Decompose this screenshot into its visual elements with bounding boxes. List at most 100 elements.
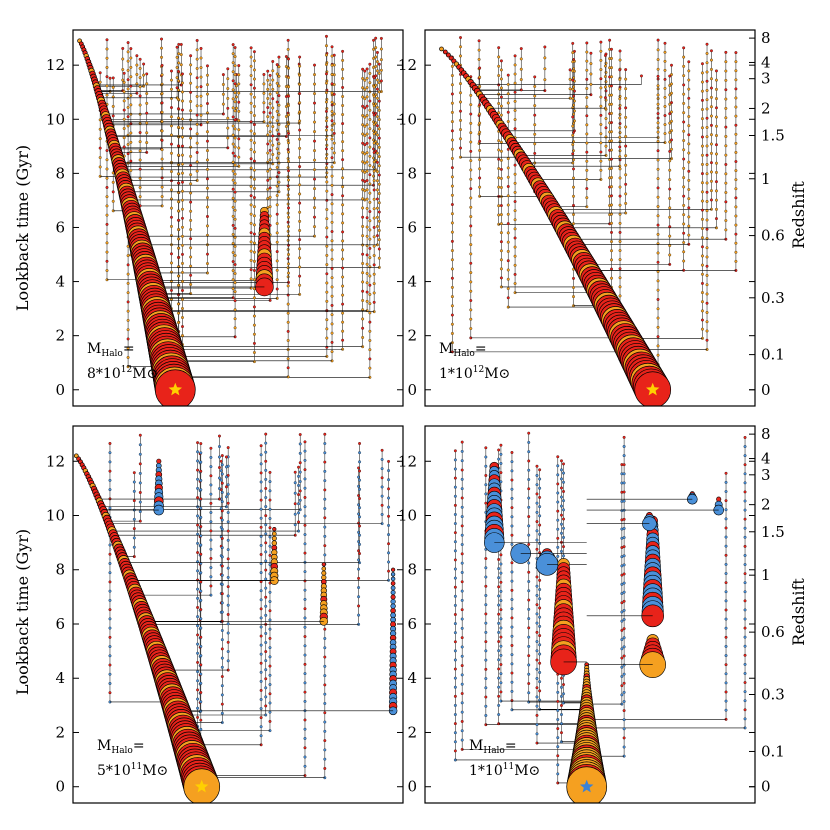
- thin-branch-point: [510, 515, 514, 519]
- thin-branch-point: [160, 110, 164, 114]
- thin-branch-point: [196, 441, 200, 445]
- thin-branch-point: [372, 56, 376, 60]
- y-tick-label: 2: [55, 723, 65, 741]
- thin-branch-point: [181, 279, 184, 283]
- thin-branch-point: [170, 288, 173, 292]
- thin-branch-point: [249, 231, 253, 235]
- thin-branch-point: [277, 103, 281, 107]
- thin-branch-point: [700, 281, 704, 285]
- thin-branch-point: [160, 73, 164, 77]
- halo-mass-value: 5*1011M⊙: [97, 762, 168, 779]
- thin-branch-point: [380, 494, 384, 498]
- thin-branch-point: [303, 496, 307, 499]
- thin-branch-point: [206, 64, 209, 68]
- thin-branch-point: [709, 142, 713, 146]
- thin-branch-point: [724, 553, 728, 557]
- thin-branch-point: [724, 681, 728, 685]
- thin-branch-point: [361, 317, 365, 321]
- thin-branch-point: [618, 58, 622, 62]
- thin-branch-point: [220, 472, 224, 476]
- thin-branch-point: [724, 544, 728, 548]
- thin-branch-point: [368, 265, 372, 269]
- thin-branch-point: [499, 167, 503, 171]
- thin-branch-point: [303, 514, 307, 518]
- thin-branch-point: [220, 546, 224, 550]
- thin-branch-point: [177, 153, 180, 157]
- thin-branch-point: [450, 110, 454, 114]
- thin-branch-point: [668, 206, 672, 210]
- thin-branch-point: [132, 527, 136, 531]
- thin-branch-point: [527, 440, 531, 444]
- thin-branch-point: [734, 160, 738, 163]
- thin-branch-point: [682, 139, 686, 142]
- thin-branch-point: [460, 608, 464, 612]
- thin-branch-point: [268, 195, 272, 199]
- thin-branch-point: [233, 317, 237, 321]
- progenitor-point: [272, 526, 277, 532]
- thin-branch-point: [181, 189, 184, 193]
- thin-branch-point: [264, 477, 268, 481]
- thin-branch-point: [506, 166, 510, 170]
- thin-branch-point: [687, 160, 691, 164]
- thin-branch-point: [170, 78, 173, 82]
- thin-branch-point: [743, 690, 747, 694]
- thin-branch-point: [181, 99, 184, 103]
- thin-branch-point: [108, 617, 112, 621]
- thin-branch-point: [196, 496, 200, 500]
- thin-branch-point: [196, 569, 200, 573]
- thin-branch-point: [705, 116, 709, 120]
- thin-branch-point: [610, 249, 613, 253]
- thin-branch-point: [560, 722, 563, 726]
- thin-branch-point: [450, 221, 454, 225]
- thin-branch-point: [195, 57, 199, 61]
- thin-branch-point: [510, 634, 514, 638]
- z-tick-label: 3: [761, 466, 771, 484]
- thin-branch-point: [375, 206, 379, 210]
- thin-branch-point: [330, 294, 334, 298]
- thin-branch-point: [196, 468, 200, 472]
- thin-branch-point: [330, 340, 334, 344]
- thin-branch-point: [743, 508, 747, 512]
- thin-branch-point: [535, 538, 539, 542]
- thin-branch-point: [275, 156, 279, 160]
- thin-branch-point: [357, 512, 361, 516]
- progenitor-point: [271, 531, 277, 537]
- thin-branch-point: [572, 203, 575, 207]
- thin-branch-point: [618, 285, 622, 289]
- thin-branch-point: [656, 214, 660, 218]
- thin-branch-point: [313, 63, 316, 67]
- thin-branch-point: [209, 520, 213, 524]
- thin-branch-point: [460, 449, 464, 453]
- thin-branch-point: [705, 79, 709, 83]
- thin-branch-point: [132, 489, 136, 493]
- thin-branch-point: [175, 66, 179, 69]
- thin-branch-point: [303, 635, 307, 638]
- thin-branch-point: [303, 533, 307, 536]
- thin-branch-point: [656, 74, 660, 78]
- thin-branch-point: [527, 468, 531, 472]
- thin-branch-point: [510, 579, 514, 583]
- thin-branch-point: [560, 513, 563, 517]
- thin-branch-point: [372, 156, 376, 160]
- thin-branch-point: [231, 178, 235, 182]
- thin-branch-point: [277, 65, 281, 69]
- thin-branch-point: [175, 45, 179, 49]
- thin-branch-point: [506, 73, 510, 77]
- thin-branch-point: [743, 672, 747, 675]
- thin-branch-point: [624, 115, 628, 119]
- thin-branch-point: [497, 101, 501, 105]
- thin-branch-point: [181, 298, 184, 301]
- thin-branch-point: [610, 148, 613, 152]
- thin-branch-point: [499, 204, 503, 207]
- thin-branch-point: [177, 181, 180, 185]
- thin-branch-point: [177, 255, 180, 259]
- thin-branch-point: [284, 55, 288, 58]
- halo-mass-value: 1*1012M⊙: [439, 365, 510, 382]
- thin-branch-point: [734, 78, 738, 82]
- thin-branch-point: [323, 674, 327, 678]
- thin-branch-point: [709, 151, 713, 155]
- thin-branch-point: [478, 66, 482, 70]
- thin-branch-point: [341, 275, 345, 279]
- thin-branch-point: [224, 485, 228, 489]
- thin-branch-point: [325, 171, 329, 175]
